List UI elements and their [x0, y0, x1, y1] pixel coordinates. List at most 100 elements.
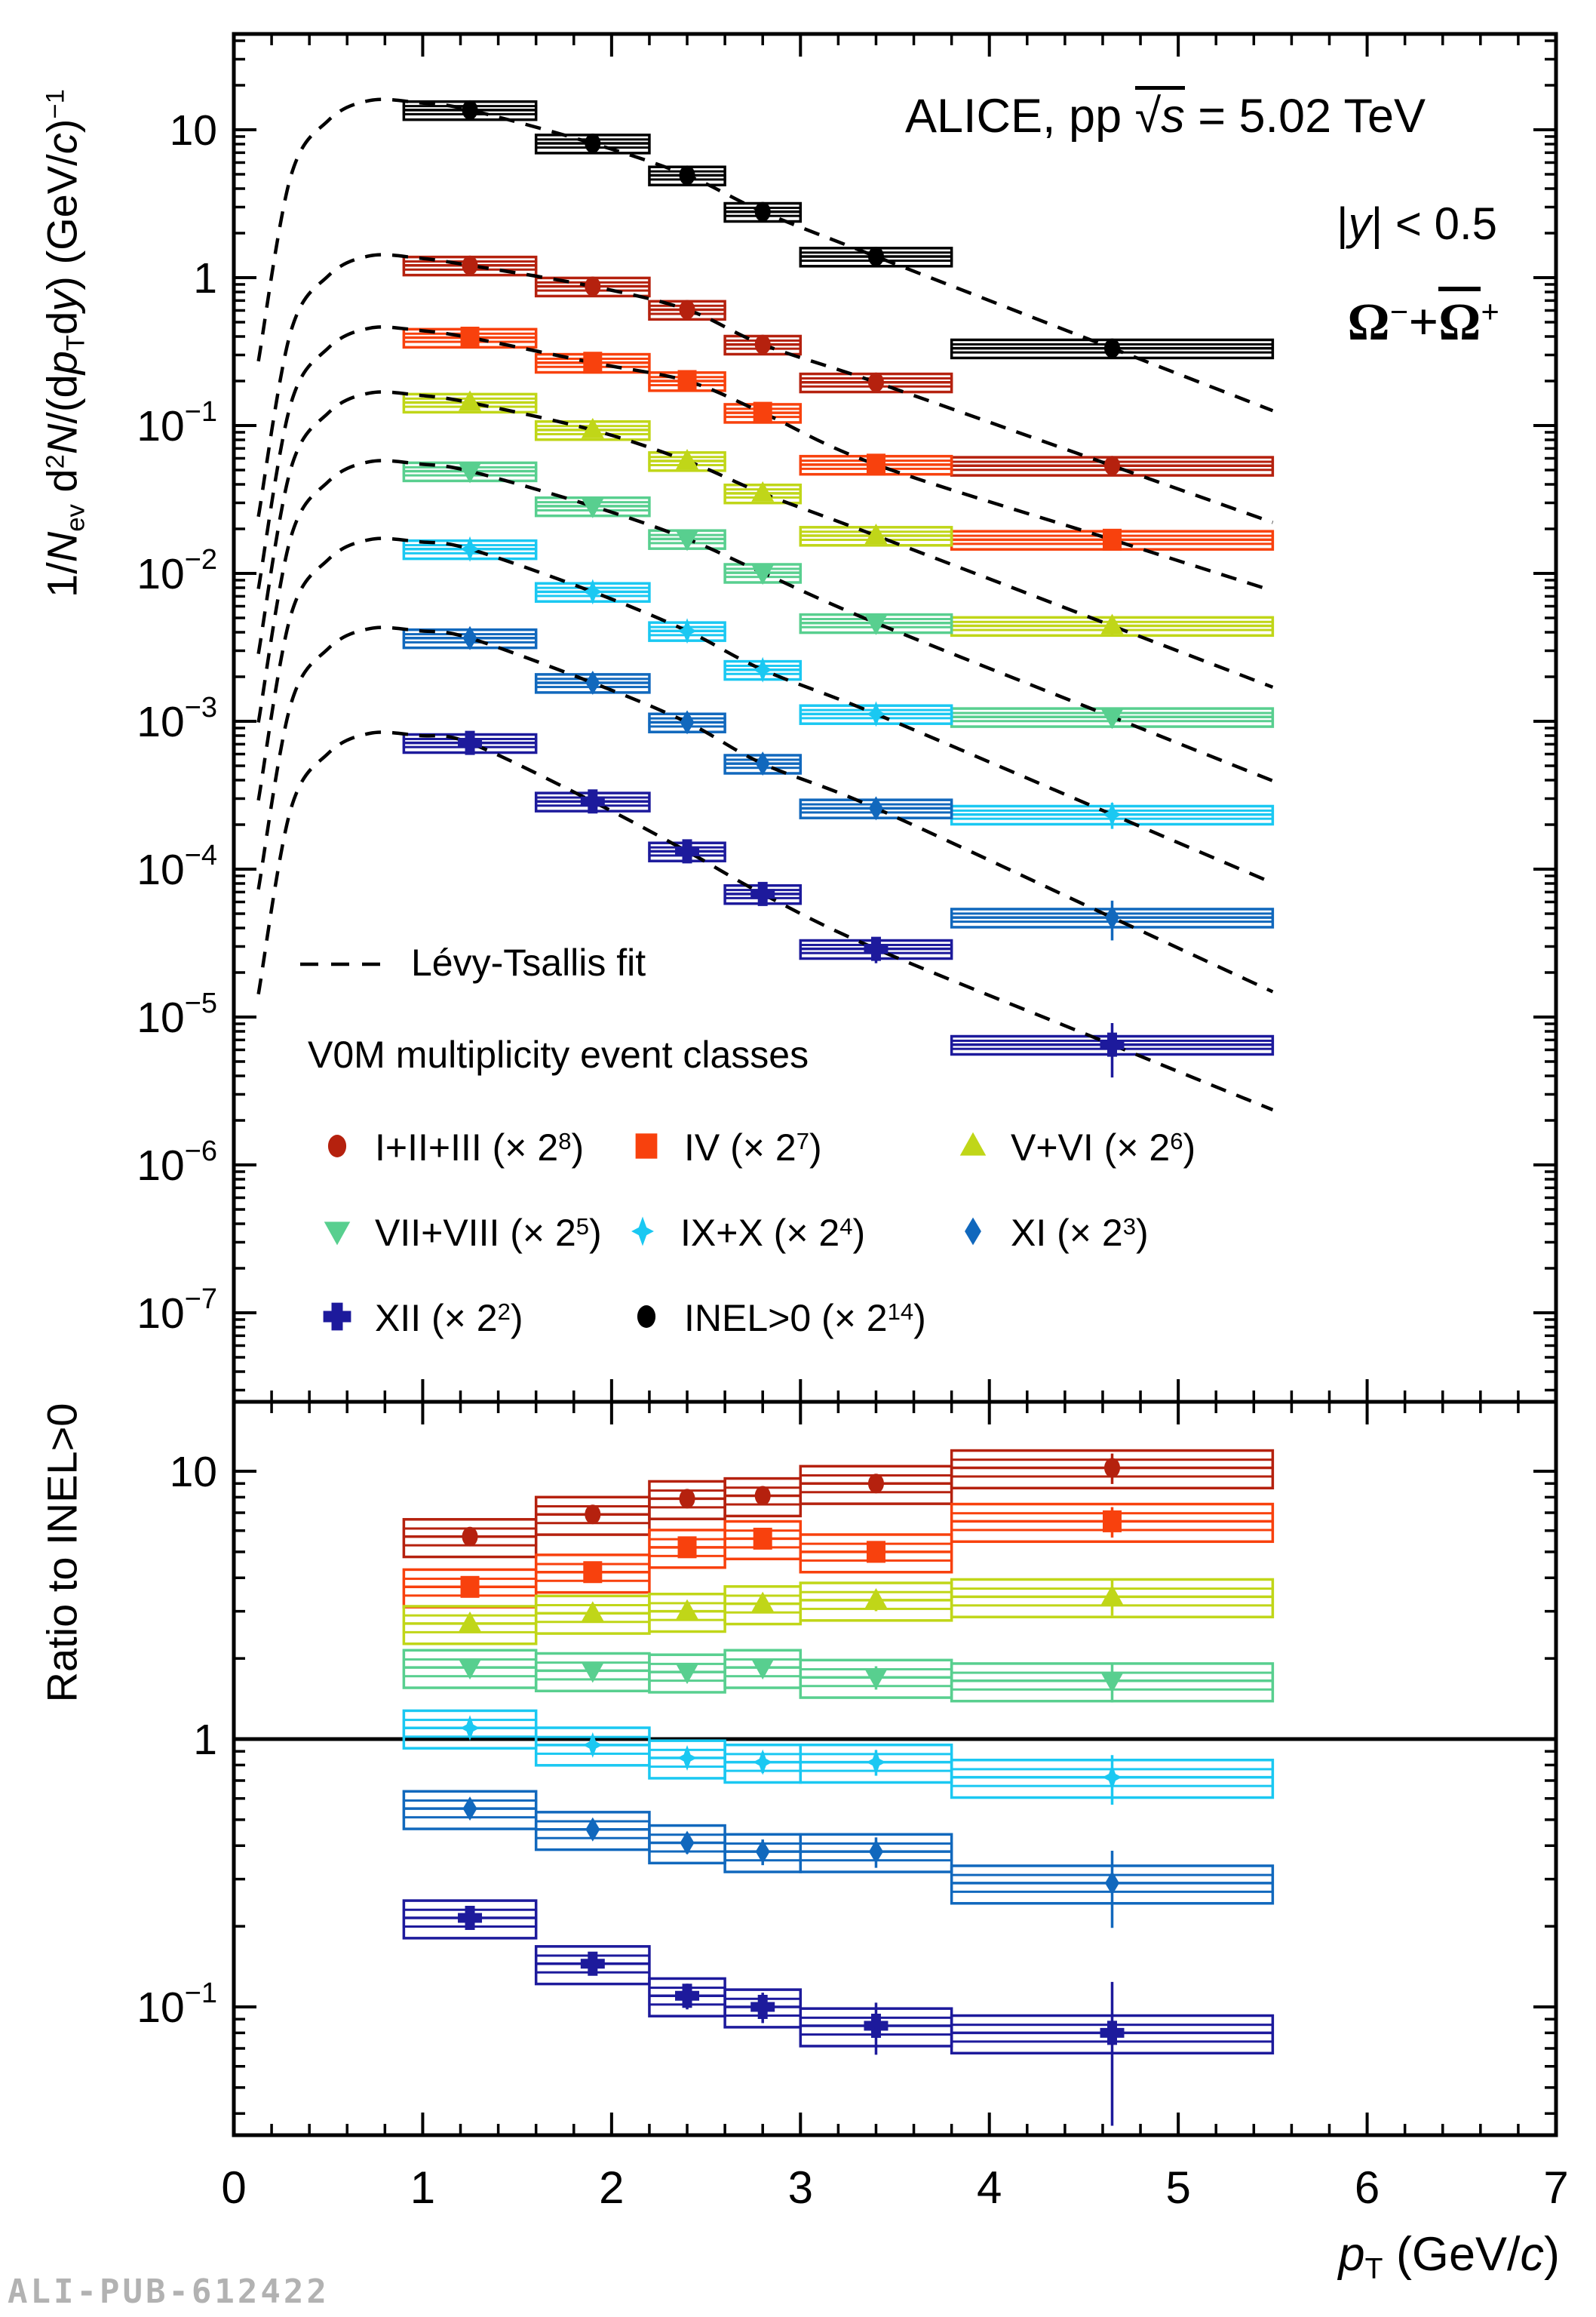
lbl: VII+VIII (× 2	[375, 1212, 576, 1254]
plus-sign: +	[1408, 293, 1439, 352]
legend-marker-XII	[323, 1302, 351, 1331]
yl-y: y	[38, 290, 86, 312]
yl-d2: d	[38, 311, 86, 335]
rapidity-label: |y| < 0.5	[1041, 198, 1497, 250]
svg-text:0: 0	[221, 2162, 246, 2213]
lbl: XII (× 2	[375, 1297, 498, 1339]
legend-marker-VII-VIII	[324, 1221, 351, 1246]
exp: 8	[558, 1127, 572, 1154]
bar: |	[1337, 198, 1349, 249]
lbl: IX+X (× 2	[680, 1212, 840, 1254]
pt-p: p	[1338, 2228, 1365, 2281]
svg-text:10−1: 10−1	[137, 396, 217, 450]
svg-text:10−3: 10−3	[137, 692, 217, 746]
lbl: IV (× 2	[684, 1126, 796, 1169]
yl-d: d	[38, 469, 86, 505]
exp: 3	[1122, 1212, 1136, 1240]
exp: 4	[839, 1212, 853, 1240]
yl-m1: −1	[41, 89, 70, 119]
svg-text:4: 4	[977, 2162, 1002, 2213]
fit-line-sample	[300, 962, 391, 966]
yl-p: p	[38, 351, 86, 375]
x-close: )	[1544, 2228, 1560, 2281]
svg-text:6: 6	[1355, 2162, 1380, 2213]
svg-text:2: 2	[599, 2162, 624, 2213]
cls: )	[913, 1297, 926, 1339]
title-text: ALICE, pp	[904, 90, 1135, 143]
legend-item-IX-X: IX+X (× 24)	[680, 1209, 865, 1256]
cls: )	[510, 1297, 523, 1339]
figure-id-watermark: ALI-PUB-612422	[8, 2272, 330, 2311]
cls: )	[1183, 1126, 1196, 1169]
legend-marker-V-VI	[959, 1132, 987, 1156]
legend-item-V-VI: V+VI (× 26)	[1011, 1124, 1195, 1171]
exp: 7	[796, 1127, 809, 1154]
svg-text:3: 3	[788, 2162, 813, 2213]
exp: 6	[1170, 1127, 1183, 1154]
svg-text:10−6: 10−6	[137, 1135, 217, 1190]
legend-marker-I-II-III	[327, 1135, 347, 1157]
legend-item-I-II-III: I+II+III (× 28)	[375, 1124, 584, 1171]
yl-par: /(d	[38, 374, 86, 424]
legend-item-VII-VIII: VII+VIII (× 25)	[375, 1209, 602, 1256]
cls: )	[852, 1212, 866, 1254]
legend-item-XI: XI (× 23)	[1011, 1209, 1149, 1256]
yl-gev: ) (GeV/	[38, 154, 86, 290]
plus-sup: +	[1481, 294, 1499, 331]
x-c: c	[1520, 2228, 1545, 2281]
svg-text:10−5: 10−5	[137, 988, 217, 1042]
yl-N: N	[38, 531, 86, 563]
legend-item-XII: XII (× 22)	[375, 1295, 523, 1341]
lbl: XI (× 2	[1011, 1212, 1123, 1254]
yl-c: c	[38, 133, 86, 155]
fit-legend-label: Lévy-Tsallis fit	[411, 942, 646, 984]
lbl: INEL>0 (× 2	[684, 1297, 888, 1339]
yl-1: 1/	[38, 562, 86, 598]
svg-text:1: 1	[193, 1716, 217, 1764]
cls: )	[1135, 1212, 1149, 1254]
svg-text:10−4: 10−4	[137, 840, 217, 894]
exp: 5	[575, 1212, 590, 1240]
x-axis-title: pT (GeV/c)	[1041, 2227, 1560, 2285]
svg-text:10−7: 10−7	[137, 1283, 217, 1338]
legend-marker-INEL0	[637, 1305, 656, 1328]
cls: )	[589, 1212, 602, 1254]
rapidity-cut: | < 0.5	[1370, 198, 1497, 249]
svg-text:10: 10	[170, 1448, 217, 1496]
sqrt-s: √s	[1134, 86, 1185, 143]
svg-text:7: 7	[1543, 2162, 1568, 2213]
cls: )	[809, 1126, 822, 1169]
exp: 14	[887, 1298, 914, 1325]
title-energy: = 5.02 TeV	[1184, 90, 1426, 143]
yl-2: 2	[41, 454, 70, 469]
lbl: V+VI (× 2	[1011, 1126, 1171, 1169]
exp: 2	[497, 1298, 511, 1325]
legend-title: V0M multiplicity event classes	[308, 1034, 809, 1076]
svg-text:1: 1	[410, 2162, 435, 2213]
particle-label: Ω−+Ω+	[1041, 287, 1499, 353]
yl-ev: ev	[61, 504, 91, 532]
s-symbol: s	[1161, 90, 1185, 143]
yl-close: )	[38, 118, 86, 134]
svg-text:10−2: 10−2	[137, 544, 217, 598]
pt-T: T	[1364, 2252, 1383, 2285]
cls: )	[571, 1126, 585, 1169]
y-symbol: y	[1348, 198, 1371, 249]
svg-text:10: 10	[170, 106, 217, 155]
bottom-y-axis-title: Ratio to INEL>0	[38, 1403, 86, 1703]
legend-marker-IX-X	[631, 1216, 654, 1246]
legend-item-INEL0: INEL>0 (× 214)	[684, 1295, 926, 1341]
omega-minus: Ω	[1347, 293, 1390, 352]
top-y-axis-title: 1/Nev d2N/(dpTdy) (GeV/c)−1	[38, 89, 91, 598]
svg-text:5: 5	[1165, 2162, 1190, 2213]
svg-text:10−1: 10−1	[137, 1977, 217, 2032]
legend-marker-IV	[635, 1133, 658, 1159]
lbl: I+II+III (× 2	[375, 1126, 559, 1169]
legend-item-IV: IV (× 27)	[684, 1124, 822, 1171]
legend-marker-XI	[965, 1217, 981, 1246]
sqrt-sign: √	[1134, 90, 1162, 143]
omega-bar: Ω	[1438, 287, 1481, 352]
chart-title: ALICE, pp √s = 5.02 TeV	[784, 86, 1546, 143]
